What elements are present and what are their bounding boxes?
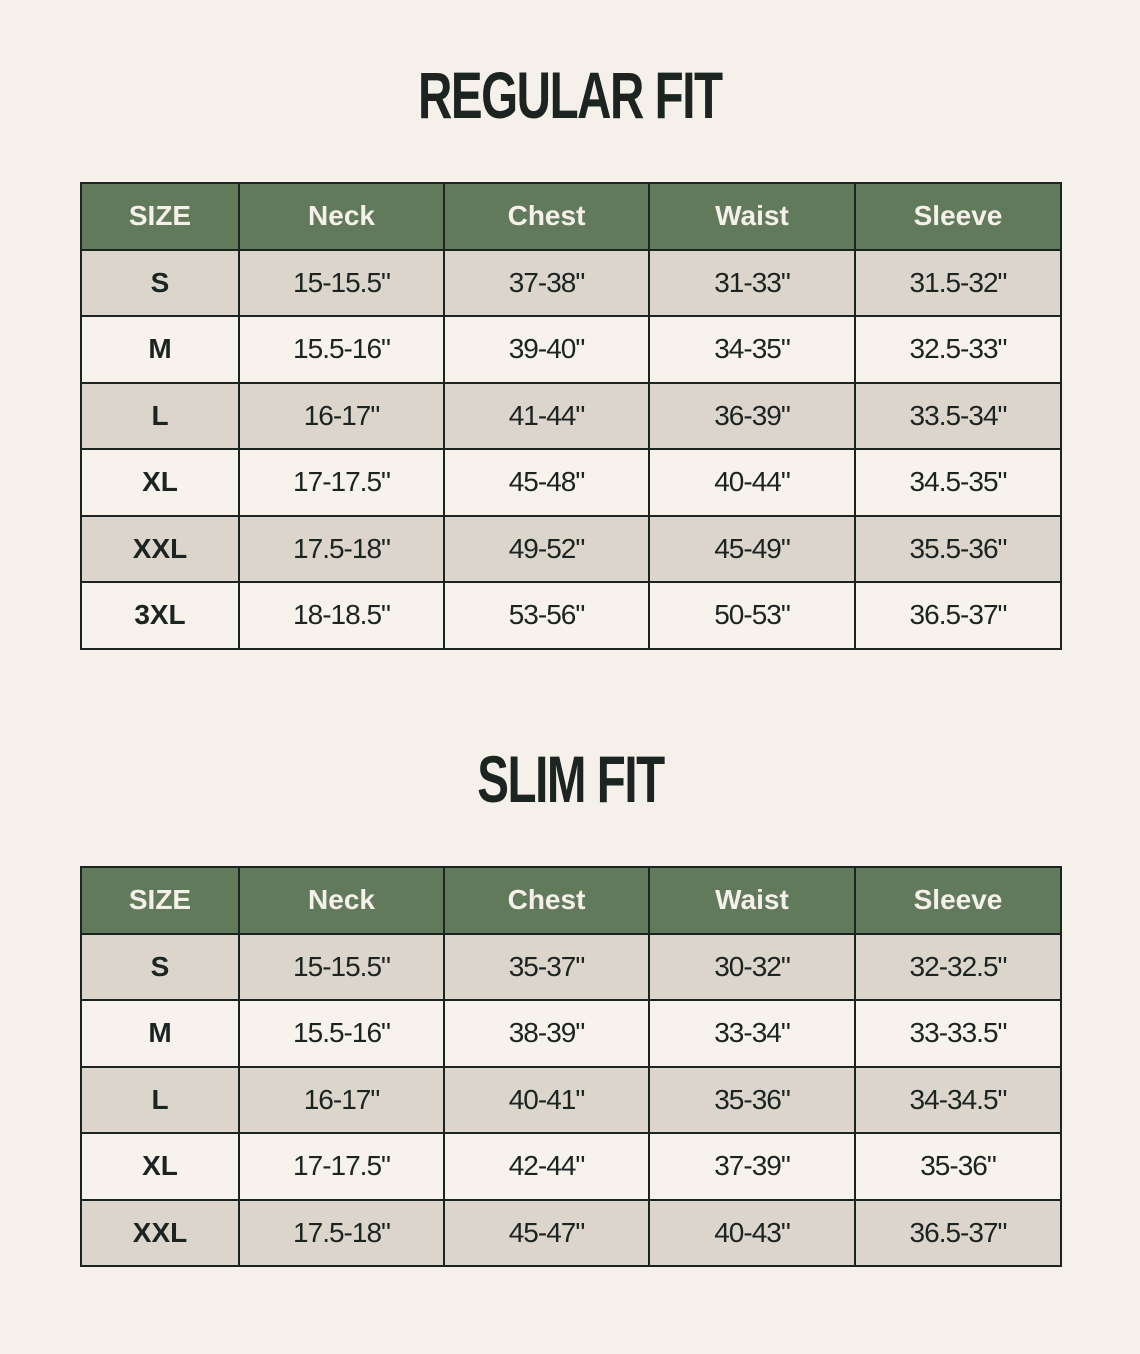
measurement-cell: 17.5-18" — [238, 1198, 445, 1267]
size-cell: S — [80, 932, 240, 1001]
measurement-cell: 15-15.5" — [238, 932, 445, 1001]
size-cell: XL — [80, 448, 240, 517]
column-header: SIZE — [80, 182, 240, 251]
table-row: S 15-15.5" 37-38" 31-33" 31.5-32" — [80, 248, 1062, 317]
measurement-cell: 17.5-18" — [238, 514, 445, 583]
measurement-cell: 50-53" — [648, 581, 856, 650]
column-header: Waist — [648, 866, 856, 935]
measurement-cell: 35-36" — [648, 1065, 856, 1134]
table-row: S 15-15.5" 35-37" 30-32" 32-32.5" — [80, 932, 1062, 1001]
table-row: M 15.5-16" 39-40" 34-35" 32.5-33" — [80, 315, 1062, 384]
regular-fit-size-table: SIZE Neck Chest Waist Sleeve S 15-15.5" 37-38" 3… — [80, 182, 1062, 650]
measurement-cell: 45-47" — [443, 1198, 650, 1267]
measurement-cell: 37-39" — [648, 1132, 856, 1201]
table-row: L 16-17" 41-44" 36-39" 33.5-34" — [80, 381, 1062, 450]
measurement-cell: 30-32" — [648, 932, 856, 1001]
column-header: SIZE — [80, 866, 240, 935]
measurement-cell: 39-40" — [443, 315, 650, 384]
measurement-cell: 40-41" — [443, 1065, 650, 1134]
measurement-cell: 36-39" — [648, 381, 856, 450]
measurement-cell: 17-17.5" — [238, 448, 445, 517]
size-cell: 3XL — [80, 581, 240, 650]
measurement-cell: 33-34" — [648, 999, 856, 1068]
measurement-cell: 32.5-33" — [854, 315, 1062, 384]
table-row: 3XL 18-18.5" 53-56" 50-53" 36.5-37" — [80, 581, 1062, 650]
measurement-cell: 35-37" — [443, 932, 650, 1001]
measurement-cell: 45-49" — [648, 514, 856, 583]
size-cell: L — [80, 1065, 240, 1134]
measurement-cell: 36.5-37" — [854, 1198, 1062, 1267]
measurement-cell: 31.5-32" — [854, 248, 1062, 317]
measurement-cell: 40-43" — [648, 1198, 856, 1267]
size-cell: L — [80, 381, 240, 450]
size-cell: M — [80, 999, 240, 1068]
measurement-cell: 40-44" — [648, 448, 856, 517]
regular-fit-title: REGULAR FIT — [418, 58, 723, 132]
column-header: Neck — [238, 866, 445, 935]
column-header: Waist — [648, 182, 856, 251]
table-row: M 15.5-16" 38-39" 33-34" 33-33.5" — [80, 999, 1062, 1068]
size-cell: XXL — [80, 1198, 240, 1267]
table-row: XXL 17.5-18" 45-47" 40-43" 36.5-37" — [80, 1198, 1062, 1267]
measurement-cell: 34-34.5" — [854, 1065, 1062, 1134]
table-row: XXL 17.5-18" 49-52" 45-49" 35.5-36" — [80, 514, 1062, 583]
column-header: Sleeve — [854, 866, 1062, 935]
header-row: SIZE Neck Chest Waist Sleeve — [80, 182, 1062, 251]
size-cell: S — [80, 248, 240, 317]
column-header: Neck — [238, 182, 445, 251]
slim-fit-size-table: SIZE Neck Chest Waist Sleeve S 15-15.5" 35-37" 3… — [80, 866, 1062, 1267]
measurement-cell: 33.5-34" — [854, 381, 1062, 450]
measurement-cell: 15.5-16" — [238, 315, 445, 384]
measurement-cell: 16-17" — [238, 1065, 445, 1134]
measurement-cell: 38-39" — [443, 999, 650, 1068]
header-row: SIZE Neck Chest Waist Sleeve — [80, 866, 1062, 935]
column-header: Sleeve — [854, 182, 1062, 251]
measurement-cell: 41-44" — [443, 381, 650, 450]
measurement-cell: 34-35" — [648, 315, 856, 384]
measurement-cell: 49-52" — [443, 514, 650, 583]
measurement-cell: 18-18.5" — [238, 581, 445, 650]
measurement-cell: 33-33.5" — [854, 999, 1062, 1068]
measurement-cell: 15.5-16" — [238, 999, 445, 1068]
measurement-cell: 35.5-36" — [854, 514, 1062, 583]
measurement-cell: 35-36" — [854, 1132, 1062, 1201]
measurement-cell: 53-56" — [443, 581, 650, 650]
measurement-cell: 32-32.5" — [854, 932, 1062, 1001]
measurement-cell: 16-17" — [238, 381, 445, 450]
size-cell: M — [80, 315, 240, 384]
table-row: XL 17-17.5" 45-48" 40-44" 34.5-35" — [80, 448, 1062, 517]
measurement-cell: 37-38" — [443, 248, 650, 317]
measurement-cell: 42-44" — [443, 1132, 650, 1201]
table-row: XL 17-17.5" 42-44" 37-39" 35-36" — [80, 1132, 1062, 1201]
column-header: Chest — [443, 866, 650, 935]
measurement-cell: 34.5-35" — [854, 448, 1062, 517]
table-row: L 16-17" 40-41" 35-36" 34-34.5" — [80, 1065, 1062, 1134]
measurement-cell: 36.5-37" — [854, 581, 1062, 650]
slim-fit-title: SLIM FIT — [476, 742, 665, 816]
measurement-cell: 15-15.5" — [238, 248, 445, 317]
size-cell: XL — [80, 1132, 240, 1201]
size-cell: XXL — [80, 514, 240, 583]
measurement-cell: 31-33" — [648, 248, 856, 317]
measurement-cell: 17-17.5" — [238, 1132, 445, 1201]
column-header: Chest — [443, 182, 650, 251]
measurement-cell: 45-48" — [443, 448, 650, 517]
